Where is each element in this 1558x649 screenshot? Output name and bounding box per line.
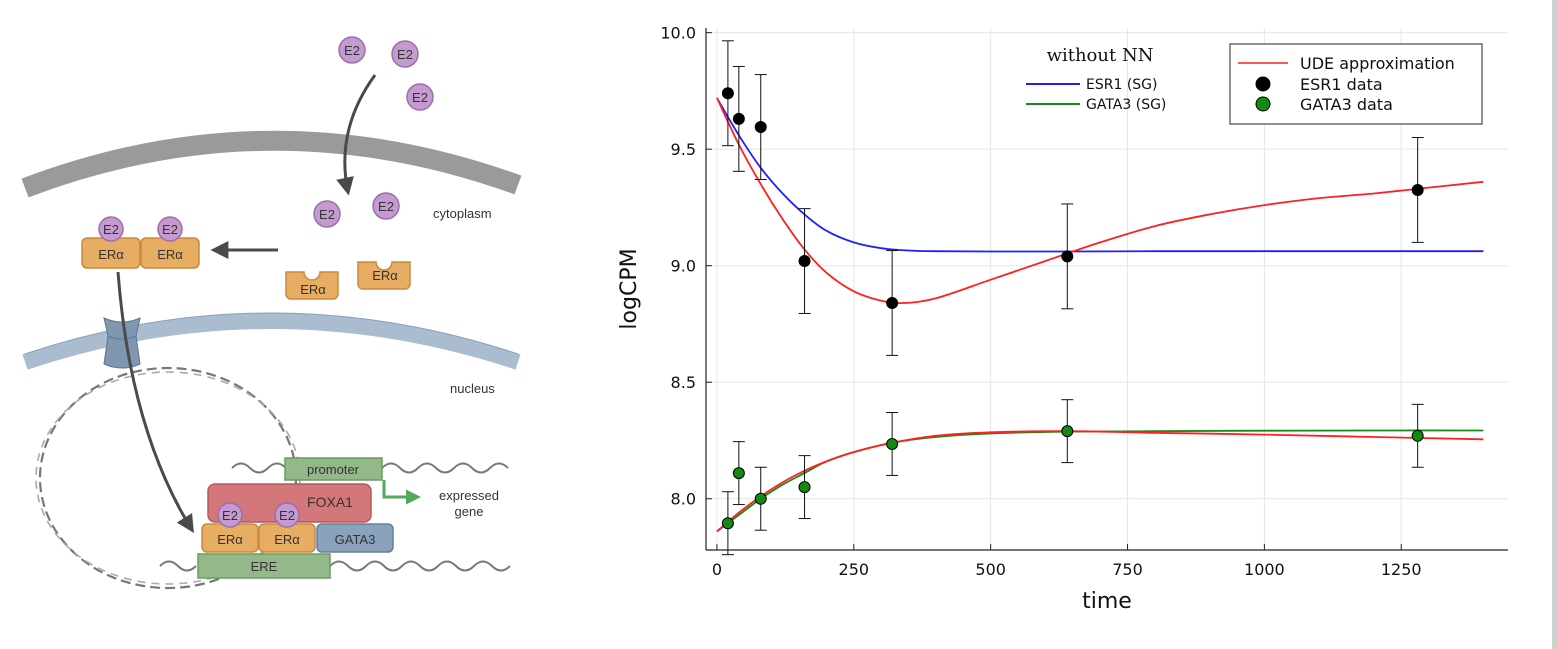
svg-text:E2: E2 xyxy=(222,508,238,523)
data-point-esr1-data xyxy=(732,112,745,125)
y-tick-label: 9.0 xyxy=(671,257,696,276)
series-line-ude-approximation xyxy=(716,97,1484,304)
nuclear-membrane xyxy=(22,313,521,370)
era-receptor: ERα xyxy=(285,271,339,300)
y-axis-label: logCPM xyxy=(617,248,642,329)
y-tick-label: 8.5 xyxy=(671,373,696,392)
legend-text-ude: UDE approximation xyxy=(1300,54,1455,73)
pathway-diagram: E2 E2 E2 E2 E2 cytoplasm nucleus ERα ERα… xyxy=(21,36,522,590)
svg-text:ERα: ERα xyxy=(98,247,124,262)
data-point-gata3-data xyxy=(754,492,767,505)
legend-text-gata3-sg: GATA3 (SG) xyxy=(1086,97,1166,113)
x-ticks: 0 250 500 750 1000 1250 xyxy=(712,544,1422,579)
promoter-box xyxy=(284,457,383,481)
gata3-box xyxy=(316,523,394,553)
svg-text:FOXA1: FOXA1 xyxy=(307,494,353,510)
x-tick-label: 0 xyxy=(712,560,722,579)
svg-text:ERα: ERα xyxy=(217,532,243,547)
data-point-esr1-data xyxy=(798,255,811,268)
axes xyxy=(705,28,1508,551)
svg-text:ERα: ERα xyxy=(157,247,183,262)
legend: UDE approximation ESR1 data GATA3 data xyxy=(1229,43,1483,125)
y-ticks: 8.0 8.5 9.0 9.5 10.0 xyxy=(660,24,712,509)
svg-text:ERα: ERα xyxy=(274,532,300,547)
svg-text:E2: E2 xyxy=(162,222,178,237)
legend-marker-esr1 xyxy=(1255,76,1271,92)
y-tick-label: 9.5 xyxy=(671,140,696,159)
e2-molecule: E2 xyxy=(406,83,434,111)
transcription-complex: promoter FOXA1 ERα ERα GATA3 E2 E2 ERE e… xyxy=(197,457,499,579)
x-tick-label: 1250 xyxy=(1381,560,1422,579)
data-point-gata3-data xyxy=(886,437,899,450)
x-tick-label: 500 xyxy=(975,560,1006,579)
svg-text:E2: E2 xyxy=(344,43,360,58)
series-line-esr1-sg xyxy=(716,97,1484,253)
expression-arrow xyxy=(382,480,421,505)
data-points xyxy=(721,87,1424,530)
inner-legend: ESR1 (SG) GATA3 (SG) xyxy=(1026,77,1166,113)
x-tick-label: 750 xyxy=(1112,560,1143,579)
e2-molecule: E2 xyxy=(372,192,400,220)
e2-molecule: E2 xyxy=(391,40,419,68)
e2-molecule: E2 xyxy=(313,200,341,228)
x-axis-label: time xyxy=(1082,589,1132,614)
gene-label: gene xyxy=(455,504,484,519)
nucleus-label: nucleus xyxy=(450,381,495,396)
svg-text:promoter: promoter xyxy=(307,462,360,477)
svg-text:E2: E2 xyxy=(378,199,394,214)
svg-text:E2: E2 xyxy=(412,90,428,105)
svg-text:E2: E2 xyxy=(319,207,335,222)
chart: 0 250 500 750 1000 1250 8.0 8.5 9.0 9.5 10.0 time… xyxy=(617,24,1508,614)
x-tick-label: 1000 xyxy=(1244,560,1285,579)
data-point-esr1-data xyxy=(754,121,767,134)
series-line-ude-approximation-gata3 xyxy=(716,430,1484,533)
window-edge xyxy=(1552,0,1558,649)
svg-text:ERE: ERE xyxy=(251,559,278,574)
data-point-gata3-data xyxy=(1411,429,1424,442)
data-point-esr1-data xyxy=(1411,183,1424,196)
ere-box xyxy=(197,553,331,579)
data-point-gata3-data xyxy=(721,517,734,530)
era-receptor: ERα xyxy=(357,261,411,290)
svg-text:E2: E2 xyxy=(103,222,119,237)
grid xyxy=(706,28,1508,550)
legend-text-esr1-data: ESR1 data xyxy=(1300,75,1383,94)
x-tick-label: 250 xyxy=(839,560,870,579)
series-line-gata3-sg xyxy=(716,429,1484,533)
cytoplasm-label: cytoplasm xyxy=(433,206,492,221)
expressed-label: expressed xyxy=(439,488,499,503)
svg-text:E2: E2 xyxy=(279,508,295,523)
e2-molecule: E2 xyxy=(338,36,366,64)
data-point-gata3-data xyxy=(798,481,811,494)
data-point-esr1-data xyxy=(1061,250,1074,263)
e2-entry-arrow xyxy=(336,74,377,196)
nuclear-import-arrow xyxy=(116,271,194,534)
legend-marker-gata3 xyxy=(1255,96,1271,112)
data-point-gata3-data xyxy=(732,467,745,480)
cell-membrane xyxy=(21,130,522,198)
y-tick-label: 10.0 xyxy=(660,24,696,43)
legend-box xyxy=(1229,43,1483,125)
nuclear-pore xyxy=(103,317,141,369)
svg-text:GATA3: GATA3 xyxy=(335,532,376,547)
y-tick-label: 8.0 xyxy=(671,490,696,509)
svg-text:E2: E2 xyxy=(397,47,413,62)
legend-text-gata3-data: GATA3 data xyxy=(1300,95,1393,114)
era-dimer-cytoplasm: ERα ERα E2 E2 xyxy=(81,216,200,269)
data-point-gata3-data xyxy=(1061,425,1074,438)
svg-text:ERα: ERα xyxy=(372,268,398,283)
svg-text:ERα: ERα xyxy=(300,282,326,297)
legend-text-esr1-sg: ESR1 (SG) xyxy=(1086,77,1157,93)
data-point-esr1-data xyxy=(886,296,899,309)
annotation-without-nn: without NN xyxy=(1047,45,1154,66)
data-point-esr1-data xyxy=(721,87,734,100)
curves xyxy=(716,97,1484,533)
